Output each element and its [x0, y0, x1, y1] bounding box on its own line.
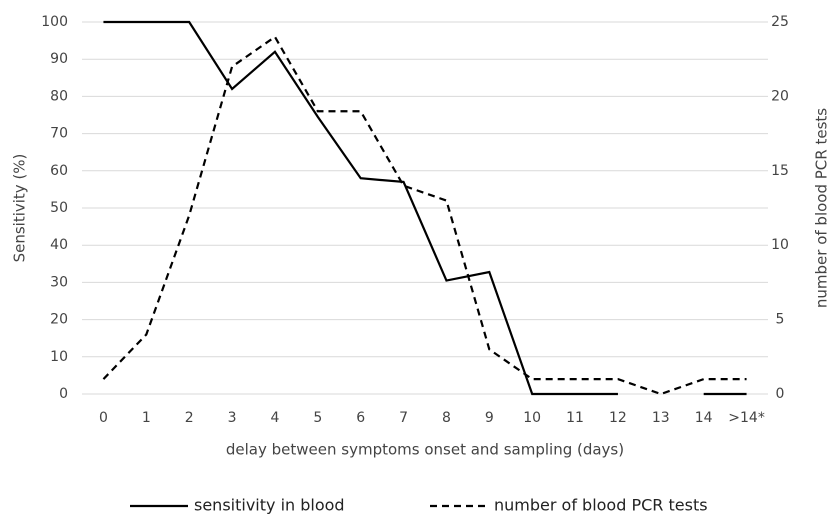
x-tick-label: 2	[185, 410, 194, 426]
y-tick-label: 60	[50, 163, 68, 179]
x-tick-label: 11	[566, 410, 584, 426]
y-tick-label: 30	[50, 274, 68, 290]
y-tick-label: 50	[50, 200, 68, 216]
x-tick-label: 8	[442, 410, 451, 426]
y-tick-label: 90	[50, 51, 68, 67]
y2-axis-title: number of blood PCR tests	[813, 108, 831, 308]
x-tick-label: 9	[485, 410, 494, 426]
x-axis-title: delay between symptoms onset and samplin…	[226, 441, 624, 459]
x-tick-label: 13	[652, 410, 670, 426]
x-tick-label: >14*	[728, 410, 765, 426]
x-tick-label: 4	[270, 410, 279, 426]
y2-tick-label: 10	[771, 237, 789, 253]
legend-label: sensitivity in blood	[194, 496, 345, 515]
x-tick-label: 1	[142, 410, 151, 426]
y2-tick-label: 15	[771, 163, 789, 179]
y-tick-label: 100	[41, 14, 68, 30]
y-tick-label: 80	[50, 88, 68, 104]
x-tick-label: 6	[356, 410, 365, 426]
x-tick-label: 0	[99, 410, 108, 426]
y-tick-label: 40	[50, 237, 68, 253]
y-tick-label: 0	[59, 386, 68, 402]
y-axis-title: Sensitivity (%)	[11, 154, 29, 263]
y2-tick-label: 25	[771, 14, 789, 30]
x-tick-label: 12	[609, 410, 627, 426]
x-tick-label: 3	[228, 410, 237, 426]
x-tick-label: 10	[523, 410, 541, 426]
y2-tick-label: 20	[771, 88, 789, 104]
x-tick-label: 7	[399, 410, 408, 426]
x-tick-label: 5	[313, 410, 322, 426]
series-line	[103, 20, 747, 396]
y-tick-label: 10	[50, 349, 68, 365]
y-tick-label: 20	[50, 312, 68, 328]
series-line	[102, 35, 747, 396]
legend-label: number of blood PCR tests	[494, 496, 708, 515]
y2-tick-label: 5	[776, 312, 785, 328]
x-tick-label: 14	[695, 410, 713, 426]
y2-tick-label: 0	[776, 386, 785, 402]
y-tick-label: 70	[50, 126, 68, 142]
